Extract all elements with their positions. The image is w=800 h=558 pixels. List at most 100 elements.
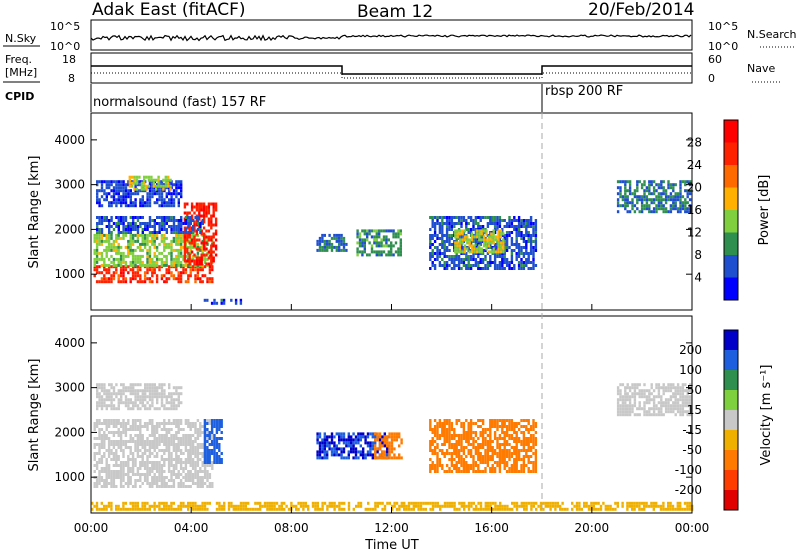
scatter-cell [400, 232, 402, 235]
scatter-cell [163, 485, 165, 488]
scatter-cell [493, 247, 495, 250]
scatter-cell [487, 461, 489, 464]
scatter-cell [110, 407, 112, 410]
scatter-cell [489, 425, 491, 428]
scatter-cell [156, 398, 158, 401]
scatter-cell [134, 249, 136, 252]
scatter-cell [185, 505, 187, 508]
scatter-cell [101, 437, 103, 440]
scatter-cell [636, 392, 638, 395]
scatter-cell [194, 274, 196, 277]
scatter-cell [130, 277, 132, 280]
scatter-cell [528, 437, 530, 440]
scatter-cell [144, 277, 146, 280]
scatter-cell [218, 428, 220, 431]
scatter-cell [115, 449, 117, 452]
scatter-cell [481, 247, 483, 250]
scatter-cell [371, 247, 373, 250]
scatter-cell [197, 428, 199, 431]
scatter-cell [451, 258, 453, 261]
scatter-cell [441, 258, 443, 261]
scatter-cell [185, 271, 187, 274]
scatter-cell [149, 255, 151, 258]
scatter-cell [502, 247, 504, 250]
scatter-cell [665, 201, 667, 204]
scatter-cell [525, 231, 527, 234]
scatter-cell [460, 434, 462, 437]
scatter-cell [324, 435, 326, 438]
scatter-cell [178, 222, 180, 225]
scatter-cell [98, 431, 100, 434]
scatter-cell [139, 428, 141, 431]
scatter-cell [108, 455, 110, 458]
scatter-cell [175, 189, 177, 192]
scatter-cell [203, 227, 205, 230]
scatter-cell [448, 225, 450, 228]
scatter-cell [96, 443, 98, 446]
scatter-cell [120, 473, 122, 476]
scatter-cell [679, 210, 681, 213]
scatter-cell [168, 479, 170, 482]
scatter-cell [324, 450, 326, 453]
scatter-cell [482, 428, 484, 431]
scatter-cell [624, 204, 626, 207]
scatter-cell [233, 508, 235, 511]
scatter-cell [485, 241, 487, 244]
scatter-cell [146, 482, 148, 485]
scatter-cell [187, 425, 189, 428]
scatter-cell [154, 476, 156, 479]
scatter-cell [190, 222, 192, 225]
scatter-cell [487, 261, 489, 264]
scatter-cell [202, 274, 204, 277]
scatter-cell [205, 236, 207, 239]
scatter-cell [472, 264, 474, 267]
scatter-cell [372, 447, 374, 450]
scatter-cell [94, 237, 96, 240]
scatter-cell [631, 204, 633, 207]
scatter-cell [166, 271, 168, 274]
scatter-cell [377, 502, 379, 505]
scatter-cell [199, 485, 201, 488]
scatter-cell [448, 434, 450, 437]
scatter-cell [168, 383, 170, 386]
scatter-cell [429, 237, 431, 240]
scatter-cell [146, 443, 148, 446]
scatter-cell [193, 254, 195, 257]
scatter-cell [192, 452, 194, 455]
scatter-cell [504, 425, 506, 428]
scatter-cell [196, 239, 198, 242]
scatter-cell [146, 470, 148, 473]
scatter-cell [96, 401, 98, 404]
scatter-cell [101, 195, 103, 198]
scatter-cell [215, 206, 217, 209]
scatter-cell [518, 505, 520, 508]
scatter-cell [163, 479, 165, 482]
scatter-cell [453, 449, 455, 452]
scatter-cell [429, 470, 431, 473]
scatter-cell [324, 432, 326, 435]
scatter-cell [516, 440, 518, 443]
scatter-cell [158, 231, 160, 234]
scatter-cell [459, 250, 461, 253]
scatter-cell [380, 238, 382, 241]
scatter-cell [369, 450, 371, 453]
scatter-cell [366, 253, 368, 256]
scatter-cell [672, 392, 674, 395]
scatter-cell [484, 267, 486, 270]
scatter-cell [436, 249, 438, 252]
scatter-cell [373, 250, 375, 253]
scatter-cell [398, 456, 400, 459]
scatter-cell [655, 407, 657, 410]
scatter-cell [464, 235, 466, 238]
scatter-cell [458, 437, 460, 440]
scatter-cell [211, 265, 213, 268]
scatter-cell [149, 216, 151, 219]
scatter-cell [137, 395, 139, 398]
scatter-cell [120, 222, 122, 225]
scatter-cell [118, 198, 120, 201]
scatter-cell [663, 404, 665, 407]
scatter-cell [209, 431, 211, 434]
scatter-cell [166, 219, 168, 222]
scatter-cell [98, 237, 100, 240]
scatter-cell [146, 237, 148, 240]
